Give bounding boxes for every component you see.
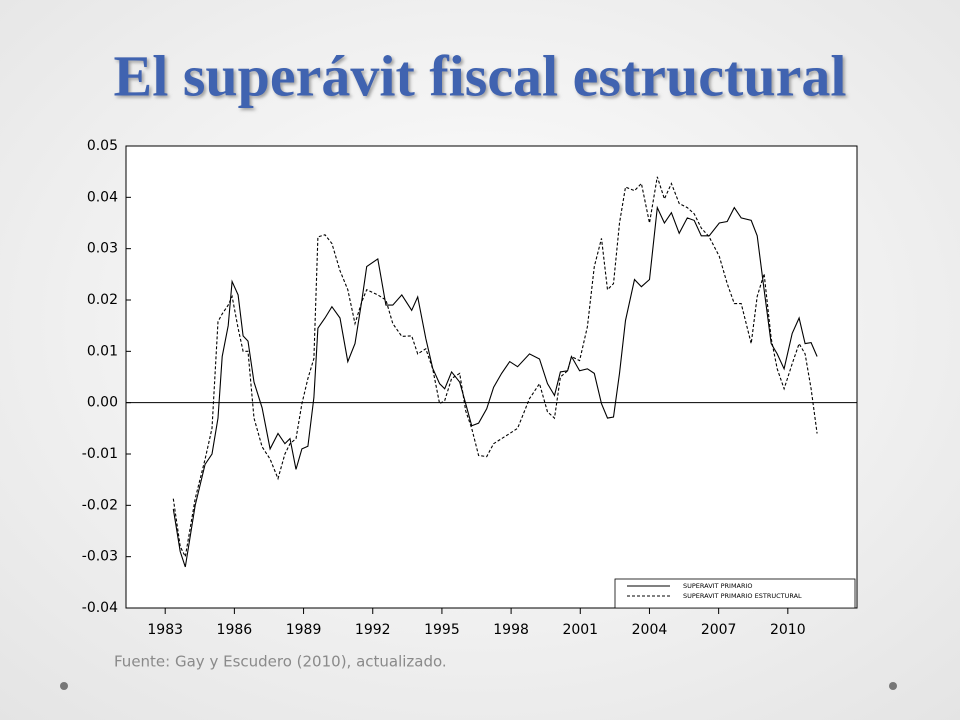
series-line — [172, 176, 818, 559]
y-tick-label: 0.05 — [87, 138, 118, 154]
x-tick-label: 1986 — [217, 622, 253, 638]
x-tick-label: 1983 — [147, 622, 183, 638]
x-tick-label: 1995 — [424, 622, 460, 638]
y-tick-label: 0.00 — [87, 395, 118, 411]
y-tick-label: 0.02 — [87, 292, 118, 308]
x-tick-label: 1992 — [355, 622, 391, 638]
x-tick-label: 2007 — [701, 622, 737, 638]
y-tick-label: -0.01 — [82, 446, 118, 462]
x-tick-label: 2004 — [632, 622, 668, 638]
legend-label: SUPERAVIT PRIMARIO — [683, 582, 753, 590]
decor-dot — [889, 682, 897, 690]
x-tick-label: 1998 — [493, 622, 529, 638]
y-tick-label: 0.04 — [87, 189, 118, 205]
slide-title: El superávit fiscal estructural — [114, 43, 847, 108]
y-tick-label: -0.02 — [82, 497, 118, 513]
y-tick-label: -0.04 — [82, 600, 118, 616]
x-tick-label: 2010 — [770, 622, 806, 638]
x-tick-label: 1989 — [286, 622, 322, 638]
y-tick-label: 0.01 — [87, 343, 118, 359]
source-note: Fuente: Gay y Escudero (2010), actualiza… — [114, 653, 447, 671]
legend-box — [614, 578, 856, 609]
x-tick-label: 2001 — [562, 622, 598, 638]
decor-dot — [60, 682, 68, 690]
plot-area — [125, 145, 858, 609]
y-tick-label: -0.03 — [82, 549, 118, 565]
legend-label: SUPERAVIT PRIMARIO ESTRUCTURAL — [683, 592, 802, 600]
y-tick-label: 0.03 — [87, 241, 118, 257]
